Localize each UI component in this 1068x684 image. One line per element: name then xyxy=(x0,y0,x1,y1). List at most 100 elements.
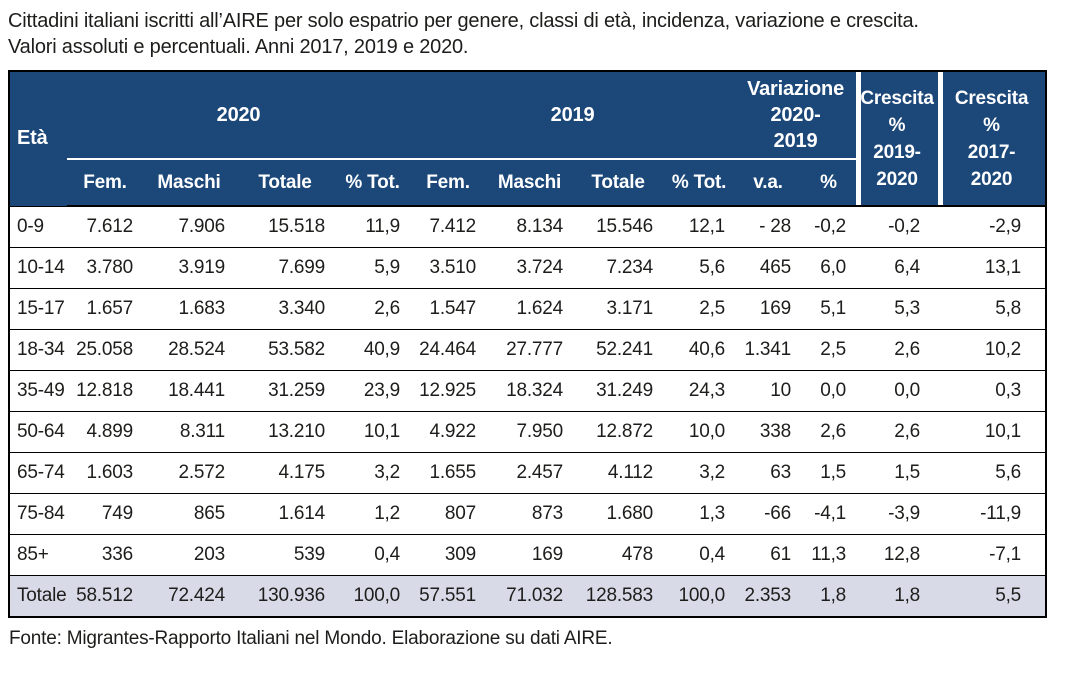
table-cell: 10,0 xyxy=(663,411,736,453)
col-group-2019: 2019 xyxy=(410,71,736,160)
table-cell: 15.518 xyxy=(235,205,335,248)
table-cell: 28.524 xyxy=(143,329,235,371)
table-cell: 24,3 xyxy=(663,370,736,412)
table-cell: 1.657 xyxy=(67,288,143,330)
table-cell: -0,2 xyxy=(801,205,857,248)
table-cell: 12,1 xyxy=(663,205,736,248)
table-cell: 57.551 xyxy=(410,575,487,617)
aire-table: Età 2020 2019 Variazione 2020- 2019 Cres… xyxy=(8,70,1048,618)
table-cell: - 28 xyxy=(735,205,802,248)
table-row: 0-9 7.612 7.906 15.518 11,9 7.412 8.134 15.546 1… xyxy=(9,205,1047,248)
table-cell: 11,3 xyxy=(801,534,857,576)
row-label-eta: 10-14 xyxy=(9,247,67,289)
table-cell: 27.777 xyxy=(486,329,574,371)
table-cell: 338 xyxy=(735,411,802,453)
table-cell: 7.234 xyxy=(573,247,664,289)
table-cell: 1,8 xyxy=(856,575,939,617)
table-cell: 24.464 xyxy=(410,329,487,371)
table-cell: 873 xyxy=(486,493,574,535)
row-label-eta: 35-49 xyxy=(9,370,67,412)
table-cell: 0,0 xyxy=(801,370,857,412)
row-label-eta: 65-74 xyxy=(9,452,67,494)
table-cell: 203 xyxy=(143,534,235,576)
table-cell: 1.341 xyxy=(735,329,802,371)
table-row: 50-64 4.899 8.311 13.210 10,1 4.922 7.950 12.87… xyxy=(9,411,1047,453)
row-label-eta: 0-9 xyxy=(9,205,67,248)
table-cell: 3.510 xyxy=(410,247,487,289)
table-cell: 865 xyxy=(143,493,235,535)
table-row: 15-17 1.657 1.683 3.340 2,6 1.547 1.624 3.171 2,… xyxy=(9,288,1047,330)
table-cell: 1,2 xyxy=(335,493,411,535)
table-cell: 0,4 xyxy=(663,534,736,576)
table-cell: 169 xyxy=(735,288,802,330)
table-cell: 3.340 xyxy=(235,288,335,330)
table-cell: 13,1 xyxy=(938,247,1047,289)
col-header-maschi-2019: Maschi xyxy=(486,159,574,207)
table-cell: 5,8 xyxy=(938,288,1047,330)
table-cell: 3.919 xyxy=(143,247,235,289)
table-cell: 3,2 xyxy=(335,452,411,494)
col-header-crescita-2017-2020: Crescita % 2017- 2020 xyxy=(938,71,1047,207)
table-cell: 5,6 xyxy=(663,247,736,289)
table-cell: 7.412 xyxy=(410,205,487,248)
table-cell: 2,5 xyxy=(801,329,857,371)
table-cell: 53.582 xyxy=(235,329,335,371)
table-cell: 12.818 xyxy=(67,370,143,412)
table-cell: 23,9 xyxy=(335,370,411,412)
row-label-eta: 50-64 xyxy=(9,411,67,453)
table-row: 18-34 25.058 28.524 53.582 40,9 24.464 27.777 5… xyxy=(9,329,1047,371)
row-label-eta: Totale xyxy=(9,575,67,617)
table-cell: -11,9 xyxy=(938,493,1047,535)
col-header-pct: % xyxy=(801,159,857,207)
table-row-totale: Totale 58.512 72.424 130.936 100,0 57.551 71.0… xyxy=(9,575,1047,617)
col-header-fem-2020: Fem. xyxy=(67,159,143,207)
row-label-eta: 15-17 xyxy=(9,288,67,330)
col-group-2020: 2020 xyxy=(67,71,411,160)
table-cell: 1.614 xyxy=(235,493,335,535)
table-cell: 2,5 xyxy=(663,288,736,330)
table-cell: 2,6 xyxy=(856,411,939,453)
table-cell: 309 xyxy=(410,534,487,576)
table-cell: 4.175 xyxy=(235,452,335,494)
table-cell: 7.950 xyxy=(486,411,574,453)
table-row: 35-49 12.818 18.441 31.259 23,9 12.925 18.324 3… xyxy=(9,370,1047,412)
table-row: 75-84 749 865 1.614 1,2 807 873 1.680 1,3 -66 -4,1… xyxy=(9,493,1047,535)
table-cell: 169 xyxy=(486,534,574,576)
table-cell: 40,6 xyxy=(663,329,736,371)
table-cell: 0,4 xyxy=(335,534,411,576)
table-cell: 12.872 xyxy=(573,411,664,453)
table-cell: 12,8 xyxy=(856,534,939,576)
col-header-totale-2019: Totale xyxy=(573,159,664,207)
table-cell: 2,6 xyxy=(856,329,939,371)
table-cell: 15.546 xyxy=(573,205,664,248)
source-note: Fonte: Migrantes-Rapporto Italiani nel M… xyxy=(9,628,613,649)
row-label-eta: 18-34 xyxy=(9,329,67,371)
table-cell: 18.324 xyxy=(486,370,574,412)
table-row: 85+ 336 203 539 0,4 309 169 478 0,4 61 11,3 12,8 -7,… xyxy=(9,534,1047,576)
table-cell: 3.780 xyxy=(67,247,143,289)
col-header-fem-2019: Fem. xyxy=(410,159,487,207)
table-cell: -2,9 xyxy=(938,205,1047,248)
table-cell: 6,0 xyxy=(801,247,857,289)
table-cell: 5,9 xyxy=(335,247,411,289)
table-cell: 3,2 xyxy=(663,452,736,494)
table-cell: 3.724 xyxy=(486,247,574,289)
table-cell: 749 xyxy=(67,493,143,535)
table-cell: -4,1 xyxy=(801,493,857,535)
table-cell: 2.572 xyxy=(143,452,235,494)
col-header-crescita-2019-2020: Crescita % 2019- 2020 xyxy=(856,71,939,207)
col-header-maschi-2020: Maschi xyxy=(143,159,235,207)
table-cell: 478 xyxy=(573,534,664,576)
table-title-line1: Cittadini italiani iscritti all’AIRE per… xyxy=(8,10,919,32)
table-cell: 1.655 xyxy=(410,452,487,494)
page: Cittadini italiani iscritti all’AIRE per… xyxy=(8,10,1048,649)
table-cell: 10 xyxy=(735,370,802,412)
table-row: 65-74 1.603 2.572 4.175 3,2 1.655 2.457 4.112 3,… xyxy=(9,452,1047,494)
table-cell: 2,6 xyxy=(801,411,857,453)
row-label-eta: 85+ xyxy=(9,534,67,576)
table-cell: 7.906 xyxy=(143,205,235,248)
table-cell: 72.424 xyxy=(143,575,235,617)
table-cell: 71.032 xyxy=(486,575,574,617)
table-cell: 4.922 xyxy=(410,411,487,453)
table-cell: 128.583 xyxy=(573,575,664,617)
